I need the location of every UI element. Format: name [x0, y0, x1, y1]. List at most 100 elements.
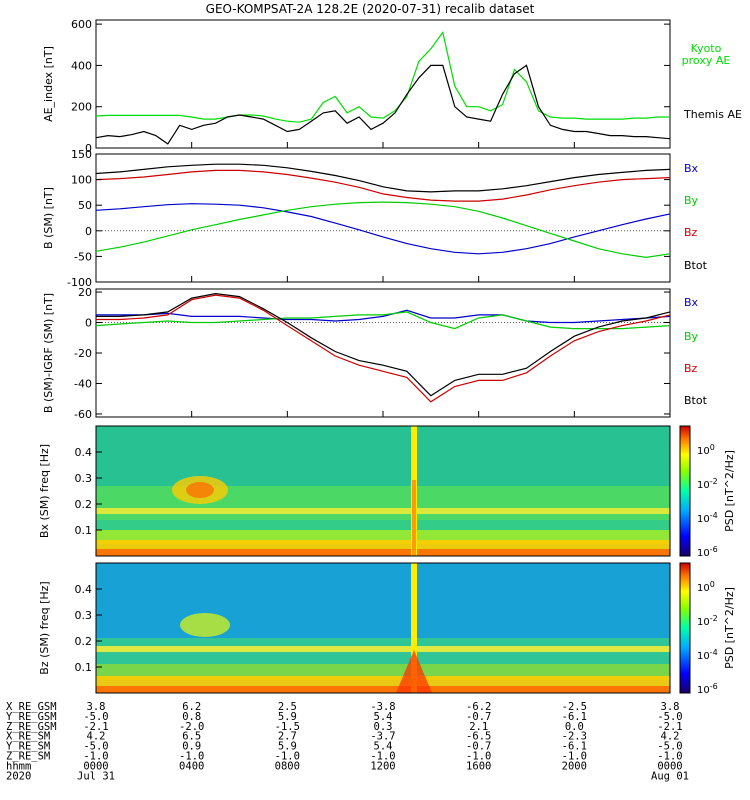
legend-dby: By: [684, 330, 699, 343]
series-line-kyoto-proxy-ae: [95, 30, 670, 123]
legend-dbz: Bz: [684, 362, 698, 375]
ephemeris-cell: -1.0: [179, 751, 204, 763]
ephemeris-cell: 2000: [562, 760, 587, 772]
ephemeris-cell: -2.5: [562, 701, 587, 713]
y-tick-label: 0: [85, 225, 92, 238]
ephemeris-cell: 2.5: [278, 701, 297, 713]
ephemeris-cell: -3.7: [370, 731, 395, 743]
ephemeris-cell: 0.3: [374, 721, 393, 733]
y-tick-label: 0.2: [75, 635, 93, 648]
y-tick-label: 0.3: [75, 609, 93, 622]
ephemeris-cell: -5.0: [657, 711, 682, 723]
b-plot: [95, 163, 671, 259]
ephemeris-cell: 4.2: [87, 731, 106, 743]
legend-btot: Btot: [684, 259, 708, 272]
ephemeris-cell: -5.0: [83, 711, 108, 723]
colorbar-bz: [679, 562, 691, 694]
spec-bz-ylabel: Bz (SM) freq [Hz]: [38, 581, 51, 674]
ephemeris-row-label: Y_RE_GSM: [6, 711, 57, 723]
colorbar-bz-label: PSD [nT^2/Hz]: [723, 587, 736, 669]
series-line-bz: [95, 169, 671, 202]
series-line-bx: [96, 309, 671, 324]
ephemeris-cell: -6.1: [562, 741, 587, 753]
ephemeris-cell: 0.0: [565, 721, 584, 733]
y-tick-label: 0.2: [75, 498, 93, 511]
ephemeris-cell: -1.0: [370, 751, 395, 763]
ephemeris-cell: 6.2: [182, 701, 201, 713]
spec-bx-ylabel: Bx (SM) freq [Hz]: [38, 444, 51, 538]
ephemeris-cell: 2.7: [278, 731, 297, 743]
ephemeris-cell: 3.8: [87, 701, 106, 713]
ephemeris-cell: -2.1: [657, 721, 682, 733]
y-tick-label: 0: [85, 142, 92, 155]
y-tick-label: -50: [74, 250, 92, 263]
ephemeris-row-label: Z_RE_SM: [6, 751, 50, 763]
legend-kyoto: Kyoto: [691, 42, 722, 55]
ephemeris-cell: 2.1: [469, 721, 488, 733]
ephemeris-cell: -1.0: [275, 751, 300, 763]
ephemeris-cell: -1.5: [275, 721, 300, 733]
ae-ylabel: AE_index [nT]: [42, 46, 55, 122]
ephemeris-cell: 0000: [657, 760, 682, 772]
db-panel-frame: [95, 288, 671, 418]
ae-panel-frame: [95, 19, 671, 149]
ephemeris-cell: Jul 31: [77, 770, 115, 782]
colorbar-bx-label: PSD [nT^2/Hz]: [723, 450, 736, 532]
legend-bx: Bx: [684, 162, 699, 175]
y-tick-label: 100: [71, 174, 92, 187]
colorbar-tick-label: 10-6: [697, 545, 718, 559]
series-line-by: [95, 311, 671, 330]
ae-plot: [95, 30, 671, 145]
y-tick-label: -60: [74, 408, 92, 421]
colorbar-tick-label: 100: [697, 580, 715, 594]
series-line-btot: [96, 292, 671, 397]
ephemeris-cell: 0.8: [182, 711, 201, 723]
ephemeris-cell: -1.0: [466, 751, 491, 763]
ephemeris-cell: -1.0: [83, 751, 108, 763]
colorbar-bx: [679, 425, 691, 557]
ephemeris-cell: 4.2: [661, 731, 680, 743]
ephemeris-row-label: Z_RE_GSM: [6, 721, 57, 733]
ephemeris-row-label: Y_RE_SM: [6, 741, 50, 753]
db-plot: [95, 292, 671, 403]
series-line-bz: [96, 294, 671, 403]
ephemeris-cell: 3.8: [661, 701, 680, 713]
ephemeris-cell: 6.5: [182, 731, 201, 743]
ephemeris-cell: -6.5: [466, 731, 491, 743]
db-ylabel: B (SM)-IGRF (SM) [nT]: [42, 293, 55, 413]
ephemeris-cell: -6.2: [466, 701, 491, 713]
ephemeris-cell: -2.3: [562, 731, 587, 743]
ephemeris-cell: 5.9: [278, 741, 297, 753]
y-tick-label: 400: [71, 59, 92, 72]
y-tick-label: 50: [78, 199, 92, 212]
ephemeris-cell: -2.0: [179, 721, 204, 733]
ephemeris-cell: 0800: [275, 760, 300, 772]
y-tick-label: 0: [85, 317, 92, 330]
ephemeris-cell: -5.0: [83, 741, 108, 753]
ephemeris-row-label: X_RE_GSM: [6, 701, 57, 713]
ephemeris-cell: -1.0: [657, 751, 682, 763]
y-tick-label: -100: [67, 276, 92, 289]
y-tick-label: 0.4: [75, 583, 93, 596]
legend-dbtot: Btot: [684, 394, 708, 407]
y-tick-label: 150: [71, 148, 92, 161]
ephemeris-cell: -5.0: [657, 741, 682, 753]
colorbar-tick-label: 10-2: [697, 614, 718, 628]
series-line-bx: [95, 203, 671, 255]
y-tick-label: 0.3: [75, 472, 93, 485]
ephemeris-cell: -0.7: [466, 741, 491, 753]
y-tick-label: 0.1: [75, 524, 93, 537]
ephemeris-cell: -3.8: [370, 701, 395, 713]
legend-dbx: Bx: [684, 296, 699, 309]
ephemeris-cell: 5.4: [374, 711, 393, 723]
legend-by: By: [684, 194, 699, 207]
ephemeris-cell: -2.1: [83, 721, 108, 733]
ephemeris-cell: 5.4: [374, 741, 393, 753]
ephemeris-cell: 0000: [83, 760, 108, 772]
spectrogram-bz: [95, 562, 671, 694]
ephemeris-row-label: X_RE_SM: [6, 731, 50, 743]
series-line-by: [95, 201, 671, 259]
series-line-themis-ae: [95, 64, 671, 145]
ephemeris-cell: 1600: [466, 760, 491, 772]
